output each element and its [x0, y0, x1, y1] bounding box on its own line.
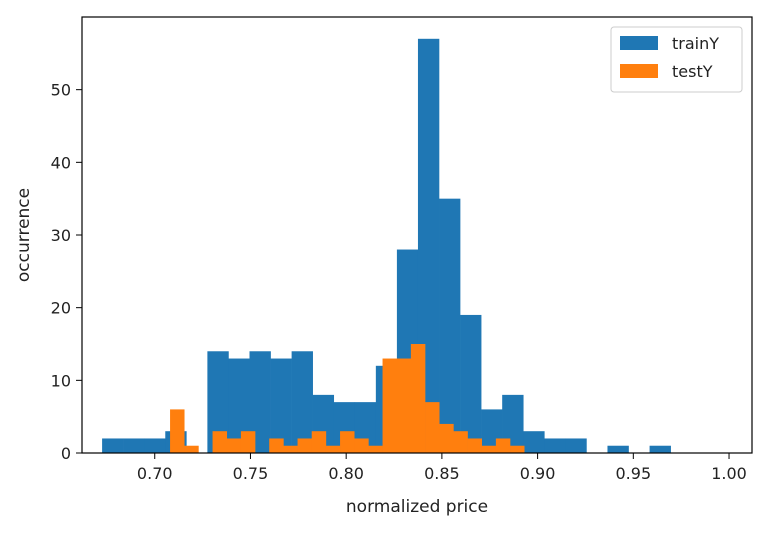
testY-bar [453, 431, 468, 453]
trainY-bar [291, 351, 313, 453]
trainY-bar [207, 351, 229, 453]
y-tick-label: 30 [51, 226, 71, 245]
testY-bar [170, 409, 185, 453]
x-tick-label: 1.00 [711, 464, 747, 483]
y-tick-label: 20 [51, 299, 71, 318]
testY-bar [297, 438, 313, 453]
testY-bar [269, 438, 284, 453]
testY-bar [325, 445, 341, 453]
y-tick-label: 10 [51, 371, 71, 390]
trainY-bar [523, 431, 545, 453]
legend-swatch-trainY [620, 36, 658, 50]
trainY-bar [607, 445, 629, 453]
x-tick-label: 0.85 [424, 464, 460, 483]
trainY-bar [565, 438, 587, 453]
testY-bar [495, 438, 511, 453]
testY-bar [382, 358, 398, 453]
trainY-bar [544, 438, 566, 453]
y-tick-label: 0 [61, 444, 71, 463]
testY-bar [467, 438, 483, 453]
testY-bar [240, 431, 256, 453]
y-tick-label: 40 [51, 153, 71, 172]
y-tick-label: 50 [51, 81, 71, 100]
trainY-bar [270, 358, 292, 453]
testY-bars [170, 344, 525, 453]
x-tick-label: 0.70 [137, 464, 173, 483]
trainY-bar [228, 358, 250, 453]
y-axis-ticks: 0 10 20 30 40 50 [51, 81, 82, 463]
testY-bar [340, 431, 355, 453]
testY-bar [226, 438, 242, 453]
testY-bar [212, 431, 228, 453]
trainY-bar [144, 438, 166, 453]
x-axis-ticks: 0.70 0.75 0.80 0.85 0.90 0.95 1.00 [137, 453, 747, 483]
legend-label-testY: testY [672, 62, 713, 81]
testY-bar [354, 438, 369, 453]
x-axis-label: normalized price [346, 497, 488, 517]
testY-bar [311, 431, 327, 453]
testY-bar [425, 402, 440, 453]
legend-swatch-testY [620, 64, 658, 78]
testY-bar [368, 445, 383, 453]
trainY-bar [439, 198, 461, 453]
x-tick-label: 0.80 [328, 464, 364, 483]
trainY-bar [249, 351, 271, 453]
y-axis-label: occurrence [14, 188, 34, 282]
x-tick-label: 0.90 [520, 464, 556, 483]
legend-label-trainY: trainY [672, 34, 719, 53]
trainY-bar [460, 314, 482, 453]
legend: trainY testY [610, 26, 743, 93]
trainY-bar [102, 438, 124, 453]
trainY-bar [123, 438, 145, 453]
testY-bar [510, 445, 525, 453]
testY-bar [481, 445, 497, 453]
x-tick-label: 0.75 [233, 464, 269, 483]
testY-bar [184, 445, 199, 453]
testY-bar [410, 344, 426, 453]
testY-bar [396, 358, 412, 453]
x-tick-label: 0.95 [616, 464, 652, 483]
trainY-bar [649, 445, 671, 453]
testY-bar [439, 423, 454, 453]
testY-bar [283, 445, 298, 453]
